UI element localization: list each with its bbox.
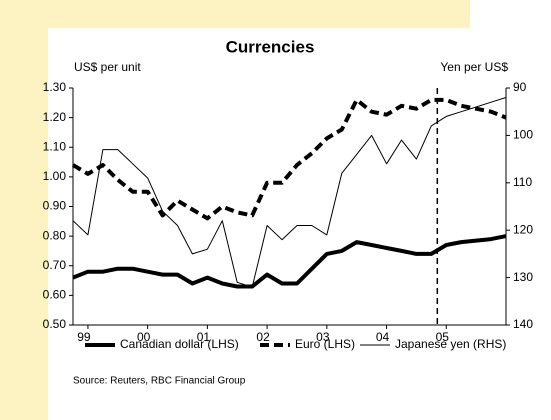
- legend-label: Canadian dollar (LHS): [120, 337, 239, 351]
- x-tick-label: 05: [436, 330, 450, 344]
- y-axis-label: US$ per unit: [74, 60, 141, 74]
- y-tick-label: 0.50: [43, 317, 67, 331]
- series-line: [71, 97, 507, 221]
- y2-tick-label: 140: [513, 317, 533, 331]
- y-tick-label: 0.60: [43, 288, 67, 302]
- series-line: [72, 234, 507, 289]
- x-tick-label: 02: [256, 330, 270, 344]
- x-tick-label: 01: [197, 330, 211, 344]
- panel: [48, 28, 551, 420]
- y-tick-label: 1.00: [43, 169, 67, 183]
- y-tick-label: 0.70: [43, 258, 67, 272]
- y2-tick-label: 110: [513, 175, 532, 189]
- x-tick-label: 99: [77, 330, 91, 344]
- y2-tick-label: 120: [513, 222, 533, 236]
- y-tick-label: 0.90: [43, 199, 67, 213]
- legend-label: Euro (LHS): [295, 337, 355, 351]
- y-tick-label: 0.80: [43, 228, 67, 242]
- y2-axis-label: Yen per US$: [440, 60, 508, 74]
- x-tick-label: 04: [376, 330, 390, 344]
- y-tick-label: 1.20: [43, 110, 67, 124]
- legend-label: Japanese yen (RHS): [395, 337, 506, 351]
- x-tick-label: 00: [137, 330, 151, 344]
- x-tick-label: 03: [316, 330, 330, 344]
- y2-tick-label: 100: [513, 128, 533, 142]
- y-tick-label: 1.10: [43, 139, 67, 153]
- panel-top: [470, 0, 551, 28]
- y2-tick-label: 130: [513, 270, 533, 284]
- series-line: [72, 97, 507, 288]
- y2-tick-label: 90: [513, 80, 527, 94]
- chart-title: Currencies: [226, 37, 315, 56]
- y-tick-label: 1.30: [43, 80, 67, 94]
- source: Source: Reuters, RBC Financial Group: [73, 376, 246, 387]
